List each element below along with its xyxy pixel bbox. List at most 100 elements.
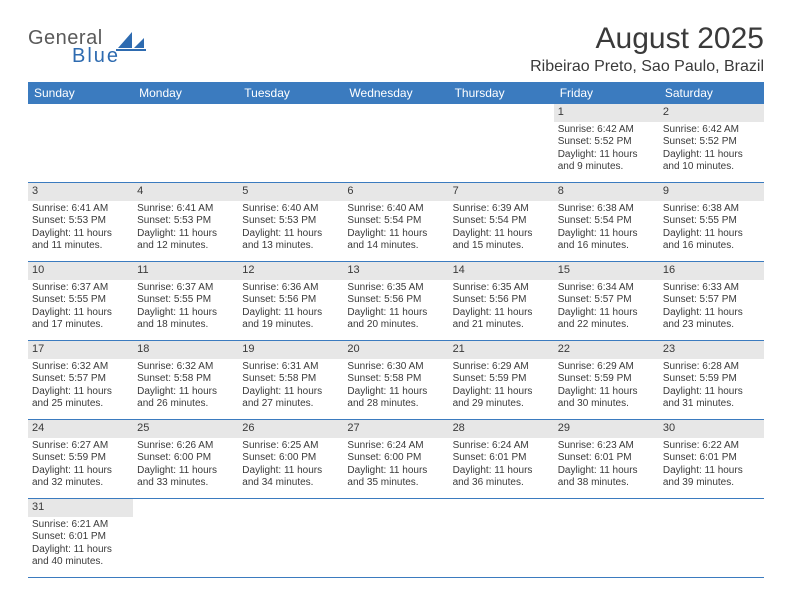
day-sunrise: Sunrise: 6:32 AM <box>137 361 234 374</box>
day-sunrise: Sunrise: 6:24 AM <box>453 440 550 453</box>
day-cell: 16Sunrise: 6:33 AMSunset: 5:57 PMDayligh… <box>659 262 764 340</box>
day-number: 19 <box>238 341 343 359</box>
day-sunrise: Sunrise: 6:25 AM <box>242 440 339 453</box>
day-daylight1: Daylight: 11 hours <box>558 149 655 162</box>
header: General Blue August 2025 Ribeirao Preto,… <box>28 22 764 76</box>
day-cell: 22Sunrise: 6:29 AMSunset: 5:59 PMDayligh… <box>554 341 659 419</box>
day-cell <box>133 499 238 577</box>
day-cell: 18Sunrise: 6:32 AMSunset: 5:58 PMDayligh… <box>133 341 238 419</box>
day-cell: 4Sunrise: 6:41 AMSunset: 5:53 PMDaylight… <box>133 183 238 261</box>
day-daylight2: and 9 minutes. <box>558 161 655 174</box>
weekday-header: Sunday Monday Tuesday Wednesday Thursday… <box>28 82 764 104</box>
day-sunset: Sunset: 5:54 PM <box>347 215 444 228</box>
day-sunset: Sunset: 5:56 PM <box>453 294 550 307</box>
day-daylight1: Daylight: 11 hours <box>558 307 655 320</box>
day-sunset: Sunset: 6:01 PM <box>453 452 550 465</box>
day-sunset: Sunset: 6:01 PM <box>558 452 655 465</box>
day-cell: 5Sunrise: 6:40 AMSunset: 5:53 PMDaylight… <box>238 183 343 261</box>
day-cell: 10Sunrise: 6:37 AMSunset: 5:55 PMDayligh… <box>28 262 133 340</box>
day-sunrise: Sunrise: 6:37 AM <box>32 282 129 295</box>
day-sunset: Sunset: 5:56 PM <box>242 294 339 307</box>
day-daylight2: and 20 minutes. <box>347 319 444 332</box>
day-cell: 31Sunrise: 6:21 AMSunset: 6:01 PMDayligh… <box>28 499 133 577</box>
day-daylight2: and 12 minutes. <box>137 240 234 253</box>
day-sunset: Sunset: 5:53 PM <box>242 215 339 228</box>
day-number: 16 <box>659 262 764 280</box>
day-sunset: Sunset: 6:01 PM <box>32 531 129 544</box>
day-sunrise: Sunrise: 6:21 AM <box>32 519 129 532</box>
day-daylight1: Daylight: 11 hours <box>32 386 129 399</box>
day-daylight1: Daylight: 11 hours <box>137 386 234 399</box>
day-daylight2: and 14 minutes. <box>347 240 444 253</box>
day-cell: 9Sunrise: 6:38 AMSunset: 5:55 PMDaylight… <box>659 183 764 261</box>
day-daylight2: and 36 minutes. <box>453 477 550 490</box>
day-number: 2 <box>659 104 764 122</box>
weekday-mon: Monday <box>133 82 238 104</box>
day-cell: 12Sunrise: 6:36 AMSunset: 5:56 PMDayligh… <box>238 262 343 340</box>
day-sunrise: Sunrise: 6:35 AM <box>453 282 550 295</box>
day-daylight2: and 39 minutes. <box>663 477 760 490</box>
day-sunset: Sunset: 6:00 PM <box>137 452 234 465</box>
logo: General Blue <box>28 22 148 66</box>
day-cell: 14Sunrise: 6:35 AMSunset: 5:56 PMDayligh… <box>449 262 554 340</box>
day-sunset: Sunset: 5:56 PM <box>347 294 444 307</box>
day-daylight2: and 38 minutes. <box>558 477 655 490</box>
week-row: 17Sunrise: 6:32 AMSunset: 5:57 PMDayligh… <box>28 341 764 420</box>
day-daylight1: Daylight: 11 hours <box>242 307 339 320</box>
day-daylight2: and 29 minutes. <box>453 398 550 411</box>
day-cell: 26Sunrise: 6:25 AMSunset: 6:00 PMDayligh… <box>238 420 343 498</box>
day-cell <box>343 104 448 182</box>
day-sunset: Sunset: 5:58 PM <box>137 373 234 386</box>
weekday-sat: Saturday <box>659 82 764 104</box>
day-daylight1: Daylight: 11 hours <box>558 386 655 399</box>
day-daylight1: Daylight: 11 hours <box>32 544 129 557</box>
day-sunset: Sunset: 5:54 PM <box>558 215 655 228</box>
day-cell: 7Sunrise: 6:39 AMSunset: 5:54 PMDaylight… <box>449 183 554 261</box>
day-daylight2: and 33 minutes. <box>137 477 234 490</box>
day-daylight1: Daylight: 11 hours <box>137 465 234 478</box>
day-cell: 8Sunrise: 6:38 AMSunset: 5:54 PMDaylight… <box>554 183 659 261</box>
day-number: 21 <box>449 341 554 359</box>
day-sunrise: Sunrise: 6:41 AM <box>32 203 129 216</box>
day-cell: 6Sunrise: 6:40 AMSunset: 5:54 PMDaylight… <box>343 183 448 261</box>
day-daylight2: and 32 minutes. <box>32 477 129 490</box>
day-number: 3 <box>28 183 133 201</box>
weekday-fri: Friday <box>554 82 659 104</box>
day-daylight2: and 40 minutes. <box>32 556 129 569</box>
day-number: 24 <box>28 420 133 438</box>
day-number: 1 <box>554 104 659 122</box>
day-sunrise: Sunrise: 6:33 AM <box>663 282 760 295</box>
day-sunrise: Sunrise: 6:26 AM <box>137 440 234 453</box>
week-row: 24Sunrise: 6:27 AMSunset: 5:59 PMDayligh… <box>28 420 764 499</box>
day-daylight2: and 11 minutes. <box>32 240 129 253</box>
day-sunrise: Sunrise: 6:29 AM <box>453 361 550 374</box>
day-daylight2: and 28 minutes. <box>347 398 444 411</box>
weeks-container: 1Sunrise: 6:42 AMSunset: 5:52 PMDaylight… <box>28 104 764 578</box>
day-daylight2: and 16 minutes. <box>663 240 760 253</box>
day-daylight2: and 18 minutes. <box>137 319 234 332</box>
day-cell <box>133 104 238 182</box>
day-cell: 13Sunrise: 6:35 AMSunset: 5:56 PMDayligh… <box>343 262 448 340</box>
weekday-wed: Wednesday <box>343 82 448 104</box>
day-sunset: Sunset: 6:00 PM <box>242 452 339 465</box>
day-sunrise: Sunrise: 6:38 AM <box>558 203 655 216</box>
day-cell <box>449 104 554 182</box>
day-number: 4 <box>133 183 238 201</box>
day-sunrise: Sunrise: 6:32 AM <box>32 361 129 374</box>
day-number: 6 <box>343 183 448 201</box>
day-sunset: Sunset: 5:57 PM <box>558 294 655 307</box>
day-number: 23 <box>659 341 764 359</box>
day-sunset: Sunset: 5:59 PM <box>453 373 550 386</box>
day-cell: 25Sunrise: 6:26 AMSunset: 6:00 PMDayligh… <box>133 420 238 498</box>
day-sunset: Sunset: 5:55 PM <box>32 294 129 307</box>
day-cell: 27Sunrise: 6:24 AMSunset: 6:00 PMDayligh… <box>343 420 448 498</box>
day-daylight2: and 30 minutes. <box>558 398 655 411</box>
day-daylight1: Daylight: 11 hours <box>137 228 234 241</box>
day-cell <box>28 104 133 182</box>
weekday-tue: Tuesday <box>238 82 343 104</box>
day-daylight2: and 17 minutes. <box>32 319 129 332</box>
day-daylight1: Daylight: 11 hours <box>242 228 339 241</box>
day-daylight1: Daylight: 11 hours <box>137 307 234 320</box>
day-sunset: Sunset: 5:57 PM <box>32 373 129 386</box>
day-sunrise: Sunrise: 6:42 AM <box>663 124 760 137</box>
